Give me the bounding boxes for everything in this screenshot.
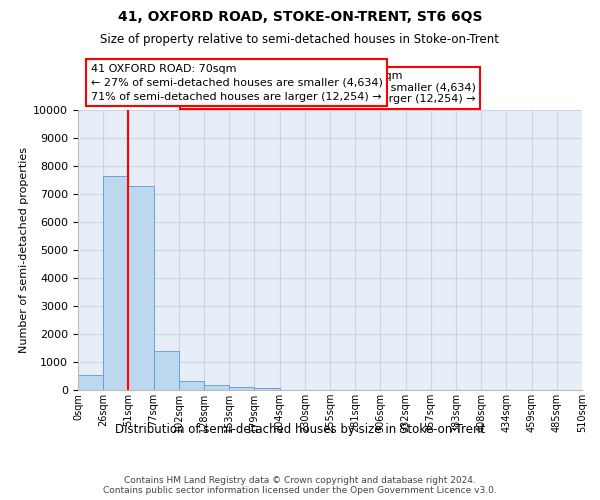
Bar xyxy=(128,186,154,390)
Text: Contains HM Land Registry data © Crown copyright and database right 2024.
Contai: Contains HM Land Registry data © Crown c… xyxy=(103,476,497,495)
Text: 41, OXFORD ROAD, STOKE-ON-TRENT, ST6 6QS: 41, OXFORD ROAD, STOKE-ON-TRENT, ST6 6QS xyxy=(118,10,482,24)
Bar xyxy=(154,352,179,390)
Text: Distribution of semi-detached houses by size in Stoke-on-Trent: Distribution of semi-detached houses by … xyxy=(115,422,485,436)
Bar xyxy=(204,385,229,390)
Bar xyxy=(103,176,128,390)
Bar xyxy=(78,375,103,390)
Text: Size of property relative to semi-detached houses in Stoke-on-Trent: Size of property relative to semi-detach… xyxy=(101,32,499,46)
Bar xyxy=(254,388,280,390)
Y-axis label: Number of semi-detached properties: Number of semi-detached properties xyxy=(19,147,29,353)
Text: 41 OXFORD ROAD: 70sqm
← 27% of semi-detached houses are smaller (4,634)
71% of s: 41 OXFORD ROAD: 70sqm ← 27% of semi-deta… xyxy=(91,64,382,102)
Bar xyxy=(229,387,254,390)
Text: 41 OXFORD ROAD: 70sqm
← 27% of semi-detached houses are smaller (4,634)
71% of s: 41 OXFORD ROAD: 70sqm ← 27% of semi-deta… xyxy=(184,71,476,104)
Bar xyxy=(179,382,204,390)
